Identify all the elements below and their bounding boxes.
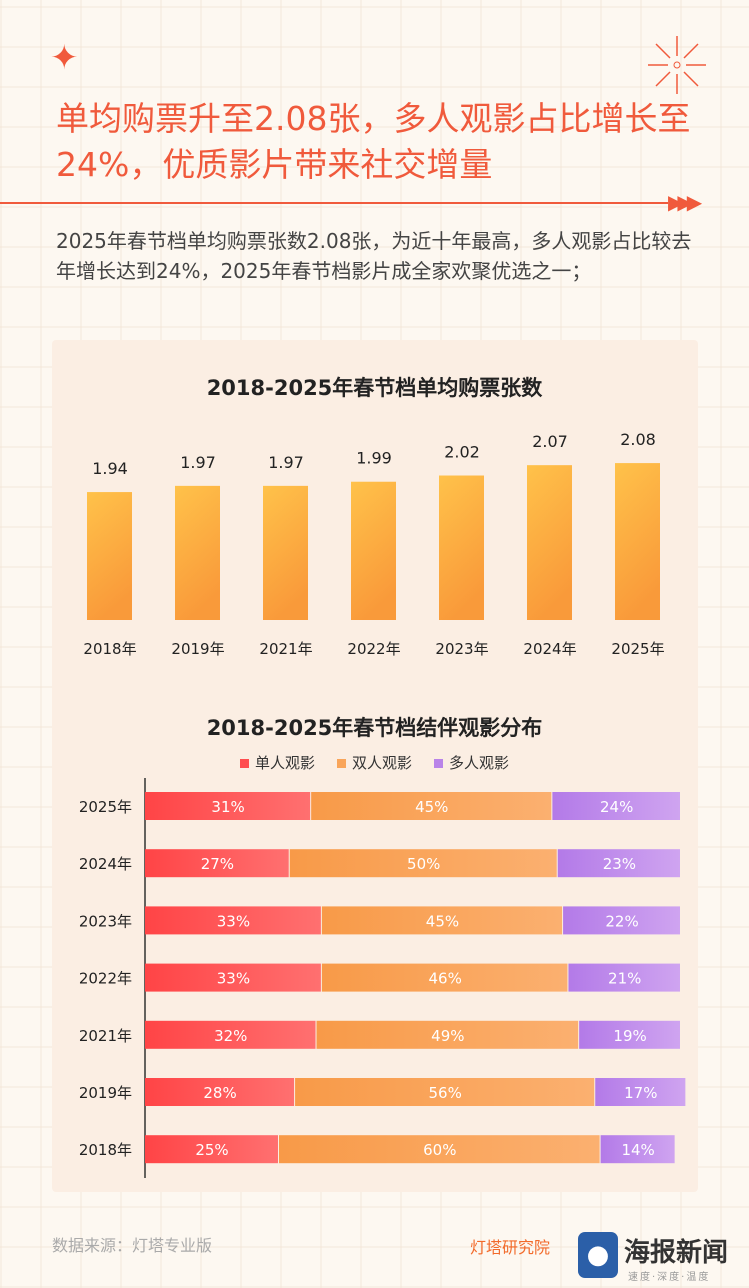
bar-segment [295, 1078, 595, 1106]
segment-label: 46% [428, 970, 461, 988]
segment-label: 27% [201, 855, 234, 873]
segment-label: 25% [195, 1141, 228, 1159]
data-label: 1.94 [92, 459, 128, 478]
bar-segment [145, 906, 321, 935]
legend-item-double: 双人观影 [336, 752, 412, 773]
bar-segment [145, 1135, 278, 1164]
y-tick-label: 2018年 [79, 1141, 132, 1159]
segment-label: 21% [608, 970, 641, 988]
bar-segment [145, 1078, 295, 1106]
dengta-logo: 灯塔研究院 [470, 1238, 551, 1257]
bar-segment [595, 1078, 686, 1106]
segment-label: 28% [203, 1084, 236, 1102]
segment-label: 33% [217, 970, 250, 988]
y-tick-label: 2024年 [79, 855, 132, 873]
ticket-bar-chart: 1.94 2018年 1.97 2019年 1.97 2021年 1.99 2022年 2.02… [83, 430, 664, 658]
segment-label: 23% [603, 855, 636, 873]
y-tick-label: 2021年 [79, 1027, 132, 1045]
segment-label: 24% [600, 798, 633, 816]
segment-label: 45% [426, 912, 459, 930]
bar-segment [321, 906, 563, 935]
chart1-title: 2018-2025年春节档单均购票张数 [206, 376, 543, 400]
bar [175, 485, 220, 620]
segment-label: 33% [217, 912, 250, 930]
data-label: 2.07 [532, 432, 568, 451]
y-tick-label: 2022年 [79, 970, 132, 988]
x-tick-label: 2025年 [611, 640, 664, 658]
title-divider [0, 202, 668, 204]
data-label: 2.02 [444, 443, 480, 462]
y-tick-label: 2019年 [79, 1084, 132, 1102]
segment-label: 49% [431, 1027, 464, 1045]
bar [87, 492, 132, 620]
y-tick-label: 2025年 [79, 798, 132, 816]
bar-segment [579, 1020, 680, 1049]
seal-logo-icon: ● [578, 1232, 618, 1278]
bar-segment [279, 1135, 600, 1164]
bar-segment [600, 1135, 675, 1164]
segment-label: 17% [624, 1084, 657, 1102]
x-tick-label: 2022年 [347, 640, 400, 658]
x-tick-label: 2019年 [171, 640, 224, 658]
y-tick-label: 2023年 [79, 912, 132, 930]
bar [615, 463, 660, 620]
firework-icon [648, 36, 706, 94]
chart2-legend: 单人观影 双人观影 多人观影 [0, 752, 749, 773]
segment-label: 56% [428, 1084, 461, 1102]
bar-segment [145, 792, 311, 820]
data-source: 数据来源：灯塔专业版 [52, 1236, 213, 1255]
bar [351, 481, 396, 620]
haibao-tagline: 速度·深度·温度 [628, 1272, 711, 1283]
data-label: 1.97 [268, 453, 304, 472]
segment-label: 50% [407, 855, 440, 873]
legend-item-single: 单人观影 [239, 752, 315, 773]
bar-segment [568, 963, 680, 992]
bar-segment [311, 792, 552, 820]
sparkle-icon: ✦ [50, 38, 79, 78]
legend-label: 双人观影 [351, 754, 412, 772]
legend-item-multi: 多人观影 [434, 752, 509, 773]
bar-segment [145, 1020, 316, 1049]
bar-segment [321, 963, 568, 992]
bar-segment [557, 849, 680, 878]
companion-stacked-chart: 2025年 31% 45% 24% 2024年 27% 50% 23% 2023年 33% 45% 2… [79, 778, 686, 1178]
x-tick-label: 2023年 [435, 640, 488, 658]
bar-segment [316, 1020, 579, 1049]
segment-label: 19% [613, 1027, 646, 1045]
segment-label: 60% [423, 1141, 456, 1159]
data-label: 1.97 [180, 453, 216, 472]
legend-label: 多人观影 [449, 754, 510, 772]
x-tick-label: 2024年 [523, 640, 576, 658]
segment-label: 31% [211, 798, 244, 816]
bar-segment [289, 849, 557, 878]
segment-label: 45% [415, 798, 448, 816]
haibao-logo-text: 海报新闻 [624, 1238, 729, 1268]
bar-segment [552, 792, 680, 820]
bar [439, 475, 484, 620]
bar [527, 465, 572, 620]
bar-segment [145, 963, 321, 992]
data-label: 2.08 [620, 430, 656, 449]
data-label: 1.99 [356, 449, 392, 468]
x-tick-label: 2018年 [83, 640, 136, 658]
chart2-title: 2018-2025年春节档结伴观影分布 [206, 716, 543, 740]
segment-label: 22% [605, 912, 638, 930]
intro-text: 2025年春节档单均购票张数2.08张，为近十年最高，多人观影占比较去年增长达到… [56, 229, 692, 283]
segment-label: 14% [621, 1141, 654, 1159]
segment-label: 32% [214, 1027, 247, 1045]
bar [263, 485, 308, 620]
page-title: 单均购票升至2.08张，多人观影占比增长至24%，优质影片带来社交增量 [56, 99, 691, 184]
x-tick-label: 2021年 [259, 640, 312, 658]
bar-segment [563, 906, 680, 935]
bar-segment [145, 849, 289, 878]
legend-label: 单人观影 [254, 754, 315, 772]
